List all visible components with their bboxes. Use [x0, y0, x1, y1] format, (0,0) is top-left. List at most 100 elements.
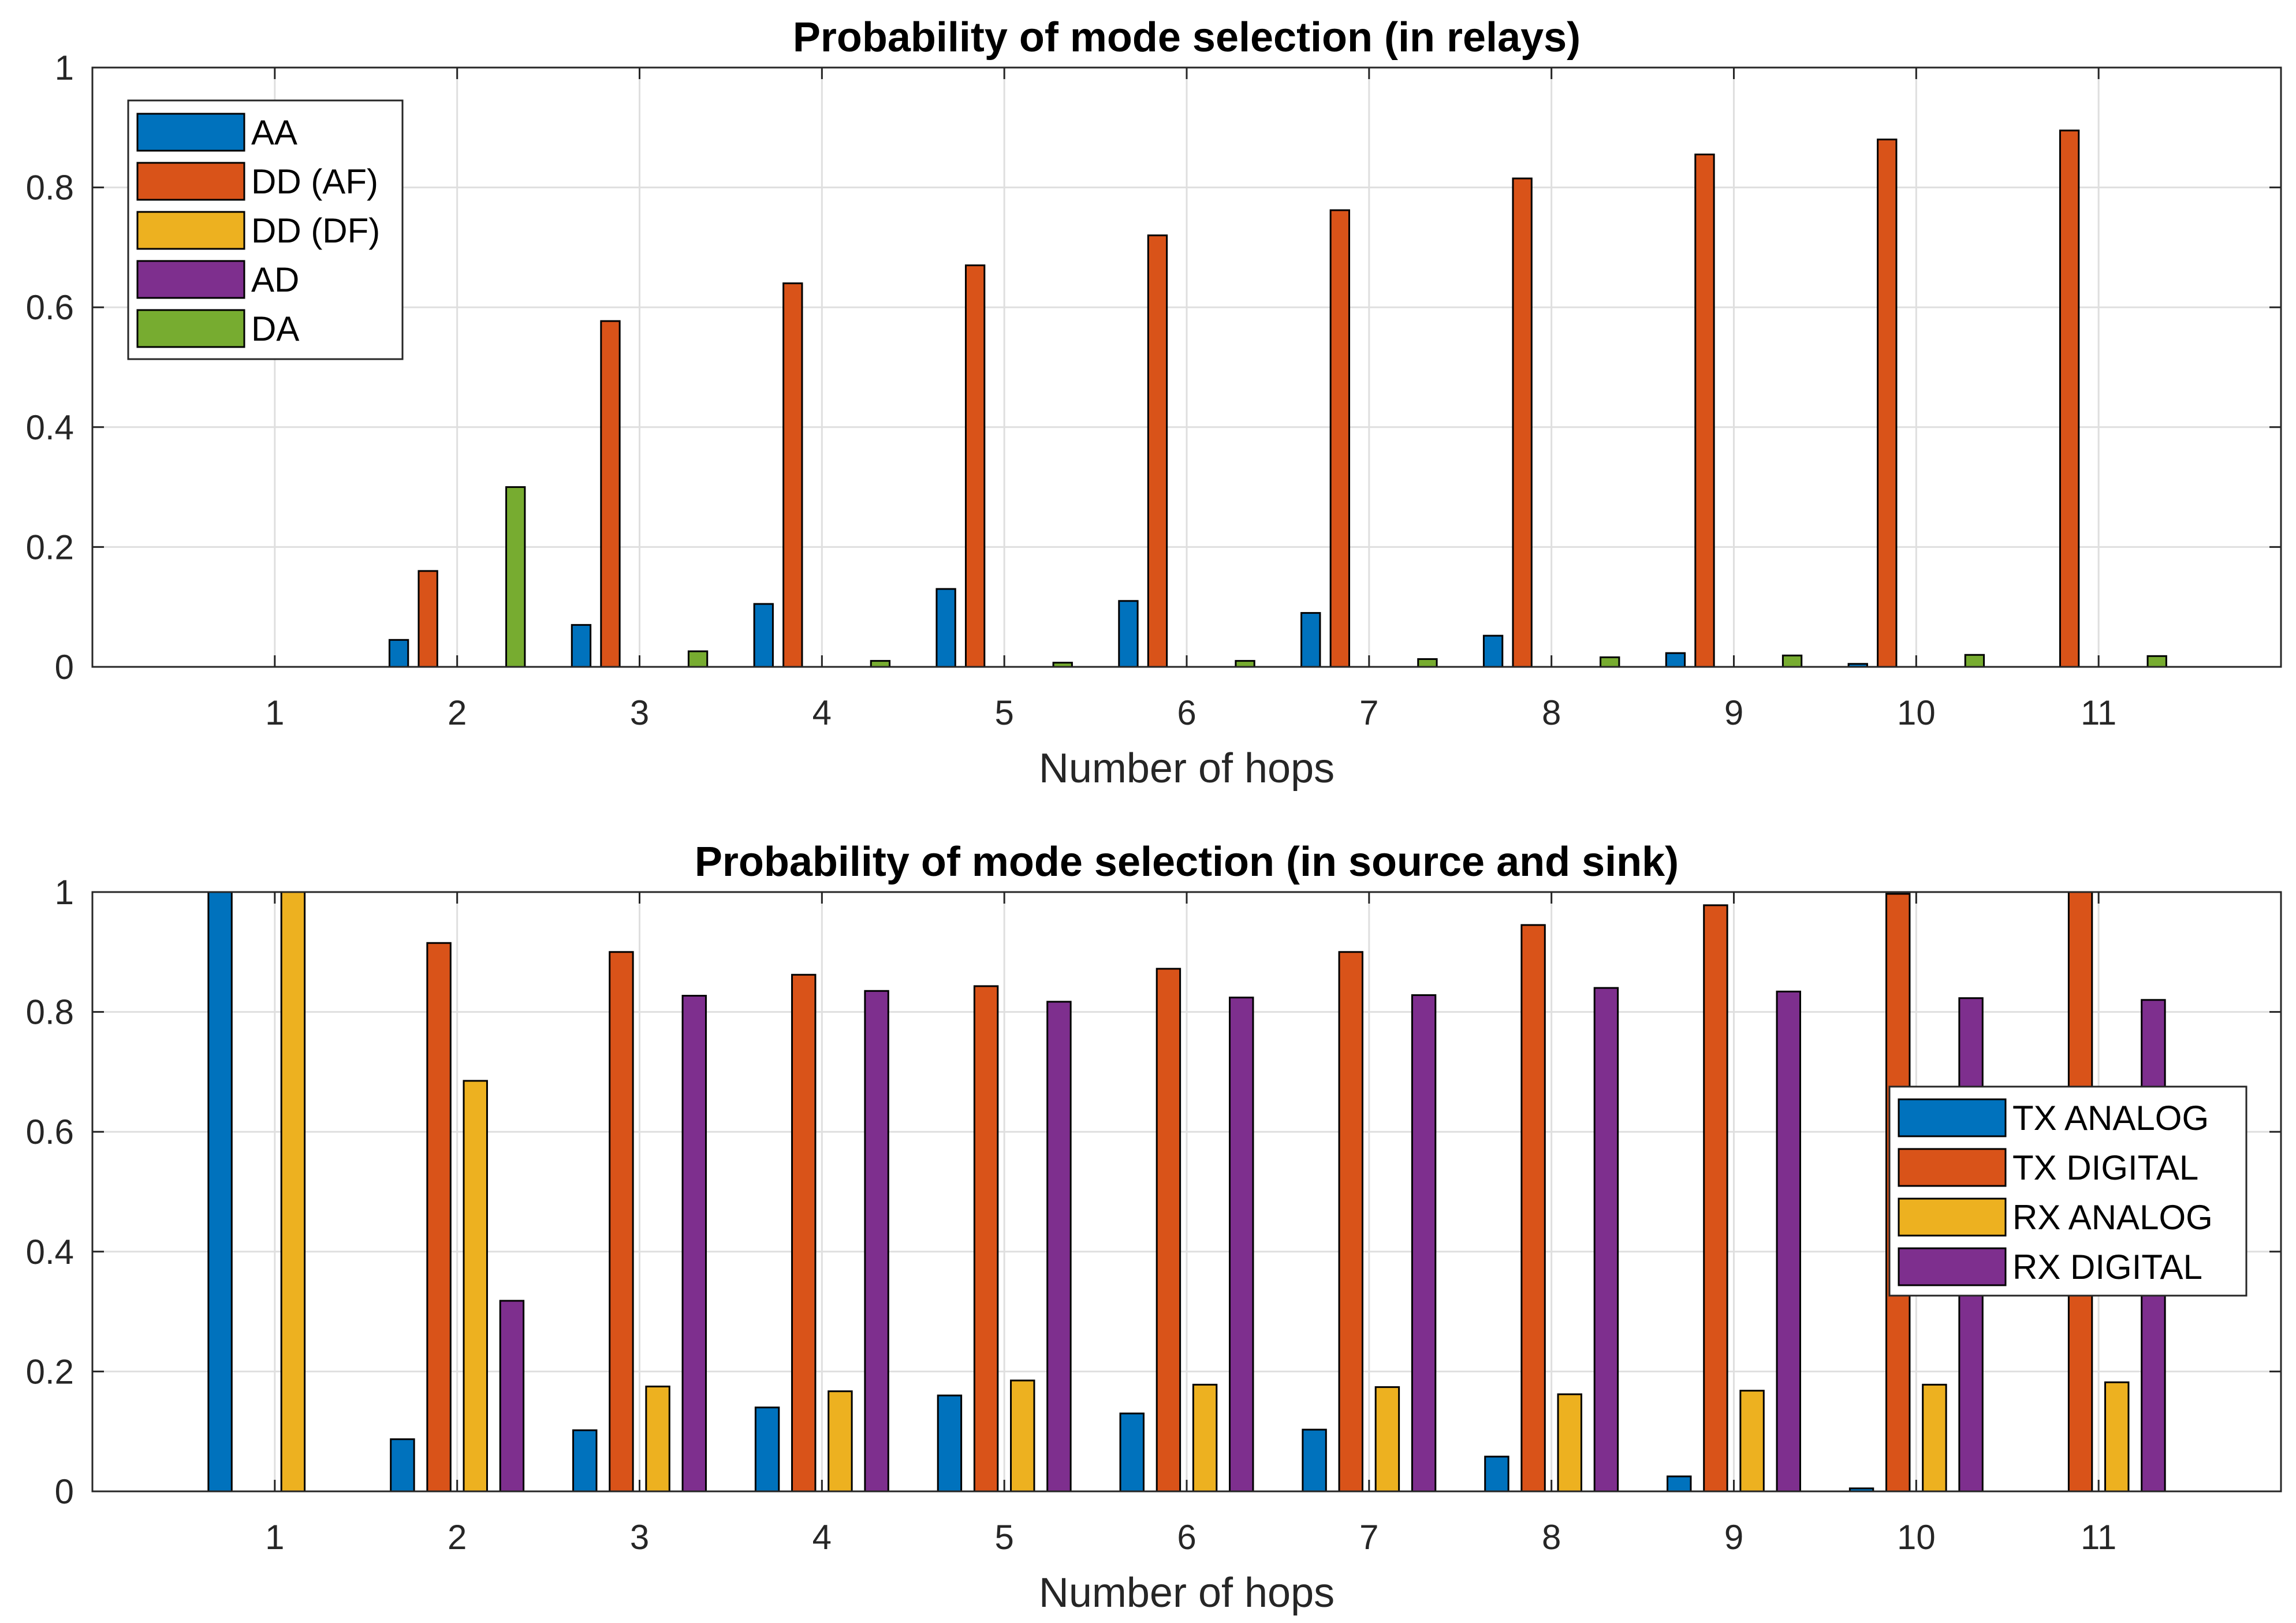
bar-source-sink-tx-digital-9 — [1703, 904, 1728, 1493]
bar-source-sink-rx-analog-8 — [1557, 1393, 1582, 1493]
x-tick-label: 9 — [1724, 1518, 1743, 1557]
x-tick-label: 11 — [2081, 1518, 2116, 1557]
bar-source-sink-tx-analog-1 — [207, 891, 233, 1493]
y-tick-label: 0.4 — [26, 1233, 74, 1271]
bar-source-sink-rx-digital-8 — [1593, 987, 1619, 1493]
bar-source-sink-rx-digital-7 — [1411, 994, 1437, 1493]
x-tick-label: 4 — [812, 693, 832, 732]
bar-relays-aa-6 — [1118, 600, 1139, 668]
y-tick-label: 0.2 — [26, 528, 74, 566]
bar-relays-da-11 — [2146, 655, 2167, 668]
bar-source-sink-rx-digital-2 — [499, 1300, 525, 1493]
bar-source-sink-tx-digital-6 — [1156, 968, 1181, 1493]
bar-source-sink-rx-analog-6 — [1192, 1383, 1218, 1493]
bar-relays-da-6 — [1235, 660, 1255, 668]
legend-label: TX ANALOG — [2012, 1099, 2209, 1137]
bar-source-sink-tx-digital-4 — [791, 973, 817, 1493]
legend-swatch — [1898, 1197, 2007, 1237]
x-tick-label: 2 — [448, 693, 467, 732]
x-axis-label-source-sink: Number of hops — [1039, 1570, 1335, 1616]
bar-source-sink-tx-digital-8 — [1520, 924, 1546, 1493]
legend-swatch — [136, 260, 245, 299]
bar-source-sink-rx-analog-7 — [1374, 1386, 1400, 1493]
bar-relays-da-9 — [1781, 654, 1803, 668]
legend-source-sink: TX ANALOG TX DIGITAL RX ANALOG RX DIGITAL — [1888, 1085, 2247, 1297]
bar-source-sink-tx-digital-2 — [426, 942, 452, 1493]
bar-relays-da-2 — [505, 486, 526, 668]
bar-relays-dd-af-2 — [418, 570, 438, 668]
bar-source-sink-rx-digital-3 — [681, 995, 707, 1493]
x-tick-label: 11 — [2081, 693, 2116, 732]
x-tick-label: 7 — [1359, 1518, 1378, 1557]
bar-source-sink-rx-digital-6 — [1229, 997, 1254, 1493]
x-tick-label: 5 — [994, 693, 1013, 732]
x-tick-label: 6 — [1177, 693, 1196, 732]
chart-title-relays: Probability of mode selection (in relays… — [793, 14, 1581, 61]
bar-source-sink-rx-analog-5 — [1010, 1379, 1035, 1493]
chart-relays: 0 0.2 0.4 0.6 0.8 1 1 2 3 4 5 6 7 8 9 10 11 Probability… — [26, 14, 2282, 792]
x-tick-label: 9 — [1724, 693, 1743, 732]
x-tick-label: 3 — [630, 693, 649, 732]
legend-swatch — [1898, 1247, 2007, 1286]
bar-relays-dd-af-8 — [1512, 177, 1533, 668]
bar-source-sink-tx-analog-5 — [937, 1394, 963, 1493]
bar-relays-aa-4 — [753, 603, 774, 668]
x-tick-label: 4 — [812, 1518, 832, 1557]
bar-source-sink-rx-analog-4 — [828, 1390, 853, 1493]
bar-source-sink-rx-analog-11 — [2104, 1381, 2130, 1493]
bars-source-sink — [207, 891, 2166, 1493]
x-tick-label: 10 — [1897, 693, 1936, 732]
bar-relays-da-10 — [1964, 654, 1985, 668]
bar-source-sink-tx-analog-4 — [754, 1406, 780, 1493]
y-tick-label: 1 — [55, 873, 74, 912]
chart-title-source-sink: Probability of mode selection (in source… — [695, 839, 1679, 885]
bar-relays-dd-af-7 — [1329, 209, 1350, 668]
bar-relays-aa-9 — [1665, 652, 1686, 668]
bar-source-sink-rx-analog-10 — [1922, 1383, 1947, 1493]
y-tick-labels-relays: 0 0.2 0.4 0.6 0.8 1 — [26, 48, 74, 686]
y-tick-label: 0 — [55, 648, 74, 686]
bar-relays-da-7 — [1417, 658, 1438, 668]
legend-swatch — [136, 309, 245, 348]
x-tick-label: 10 — [1897, 1518, 1936, 1557]
x-tick-label: 1 — [265, 1518, 284, 1557]
bar-relays-dd-af-9 — [1694, 154, 1715, 668]
bar-source-sink-tx-analog-7 — [1302, 1428, 1327, 1493]
bar-relays-da-4 — [870, 660, 891, 668]
legend-swatch — [1898, 1148, 2007, 1187]
bar-source-sink-rx-analog-3 — [645, 1385, 670, 1493]
x-tick-label: 6 — [1177, 1518, 1196, 1557]
legend-swatch — [136, 113, 245, 152]
bar-source-sink-rx-analog-1 — [280, 891, 306, 1493]
y-tick-label: 0.8 — [26, 169, 74, 207]
bar-source-sink-tx-analog-9 — [1667, 1475, 1692, 1493]
ticks-relays — [92, 66, 2281, 668]
bar-relays-dd-af-11 — [2059, 129, 2080, 668]
legend-label: AD — [251, 260, 299, 299]
x-tick-label: 3 — [630, 1518, 649, 1557]
bar-relays-da-8 — [1600, 656, 1620, 668]
bar-source-sink-tx-analog-2 — [390, 1438, 415, 1493]
bar-source-sink-tx-digital-5 — [973, 985, 999, 1493]
legend-label: AA — [251, 113, 297, 152]
legend-swatch — [1898, 1098, 2007, 1137]
bar-relays-dd-af-6 — [1147, 234, 1168, 668]
bar-relays-aa-8 — [1482, 635, 1504, 668]
bar-source-sink-rx-digital-5 — [1046, 1001, 1072, 1493]
legend-label: RX ANALOG — [2012, 1198, 2213, 1237]
bar-relays-aa-5 — [935, 588, 956, 668]
legend-label: TX DIGITAL — [2012, 1148, 2198, 1187]
x-tick-label: 1 — [265, 693, 284, 732]
bar-source-sink-rx-digital-9 — [1776, 990, 1801, 1493]
bar-source-sink-tx-analog-6 — [1119, 1412, 1145, 1493]
bar-source-sink-tx-analog-3 — [572, 1429, 598, 1493]
x-tick-label: 7 — [1359, 693, 1378, 732]
y-tick-label: 0.6 — [26, 1113, 74, 1151]
legend-swatch — [136, 211, 245, 250]
bar-source-sink-rx-analog-9 — [1739, 1390, 1765, 1493]
bar-source-sink-tx-digital-3 — [609, 951, 634, 1493]
legend-swatch — [136, 162, 245, 201]
x-tick-labels-source-sink: 1 2 3 4 5 6 7 8 9 10 11 — [265, 1518, 2116, 1557]
grid-relays — [92, 68, 2281, 667]
